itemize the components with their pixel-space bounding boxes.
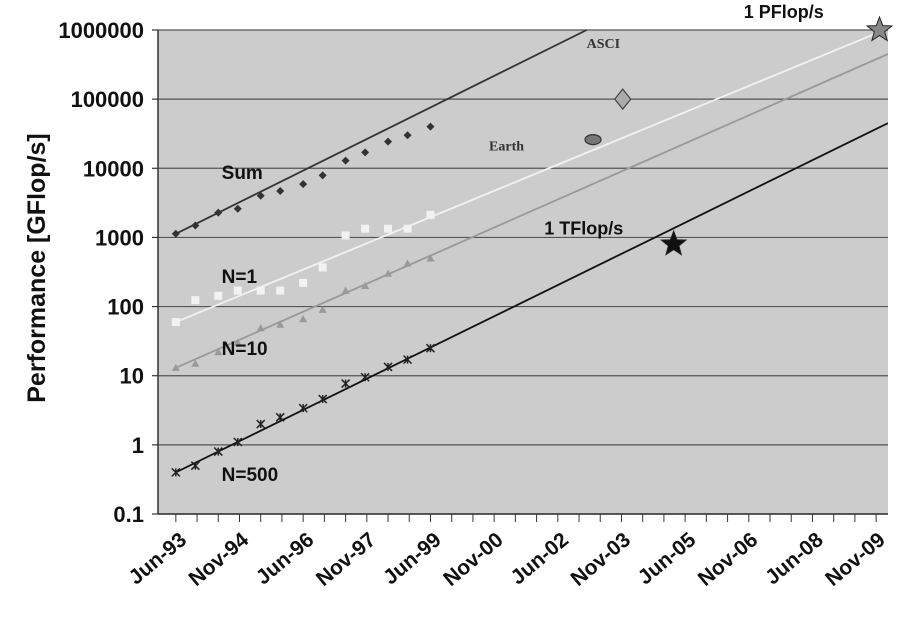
- data-point-n-500: [275, 412, 285, 422]
- data-point-sum: [384, 137, 393, 146]
- x-tick-label: Jun-05: [634, 528, 701, 589]
- data-point-n-500: [171, 467, 181, 477]
- trend-line-n-1: [175, 27, 888, 323]
- data-point-n-10: [341, 286, 350, 294]
- data-point-sum: [191, 221, 200, 230]
- data-point-n-1: [384, 224, 393, 233]
- x-tick-label: Nov-00: [439, 528, 507, 591]
- x-tick-label: Nov-06: [694, 528, 762, 591]
- data-point-n-500: [425, 343, 436, 353]
- data-point-n-10: [276, 320, 285, 328]
- annotation-earth: Earth: [489, 140, 524, 155]
- series-labels: Sum N=1 N=10 N=500: [222, 163, 279, 486]
- y-tick-label: 0.1: [113, 502, 144, 527]
- y-tick-label: 100: [107, 295, 144, 320]
- data-point-n-500: [383, 362, 393, 372]
- x-tick-label: Nov-09: [821, 528, 889, 591]
- data-point-n-10: [191, 359, 200, 367]
- trend-line-n-10: [175, 53, 888, 369]
- y-tick-label: 1000: [95, 225, 144, 250]
- data-point-n-1: [233, 286, 242, 295]
- data-point-n-1: [276, 286, 285, 295]
- data-point-sum: [171, 229, 180, 238]
- data-point-n-10: [426, 254, 435, 262]
- series-label-n-10: N=10: [222, 339, 268, 360]
- data-points: [171, 122, 436, 477]
- marker-asci: [613, 88, 632, 111]
- data-point-n-500: [233, 437, 243, 447]
- data-point-sum: [426, 122, 435, 131]
- series-label-sum: Sum: [222, 163, 263, 184]
- data-point-n-10: [214, 348, 223, 356]
- annotation-1-pflop-s: 1 PFlop/s: [744, 2, 824, 22]
- data-point-n-1: [299, 278, 308, 287]
- x-tick-labels: Jun-93Nov-94Jun-96Nov-97Jun-99Nov-00Jun-…: [124, 528, 889, 591]
- trend-lines: [175, 27, 888, 474]
- x-tick-label: Nov-94: [185, 528, 254, 591]
- data-point-n-1: [361, 224, 370, 233]
- series-label-n-1: N=1: [222, 267, 258, 288]
- data-point-sum: [403, 131, 412, 140]
- x-tick-label: Nov-03: [567, 528, 635, 591]
- data-point-n-10: [233, 338, 242, 346]
- data-point-n-500: [213, 447, 223, 457]
- annotations: ASCI Earth 1 TFlop/s 1 PFlop/s: [489, 2, 894, 256]
- data-point-sum: [214, 208, 223, 217]
- x-tick-label: Jun-08: [761, 528, 828, 589]
- data-point-n-1: [256, 286, 265, 295]
- data-point-n-1: [191, 296, 200, 305]
- y-axis-label: Performance [GFlop/s]: [23, 133, 51, 403]
- data-point-n-10: [403, 259, 412, 267]
- data-point-n-10: [256, 323, 265, 332]
- data-point-sum: [318, 171, 327, 180]
- data-point-n-1: [341, 231, 350, 240]
- y-tick-label: 10000: [83, 156, 144, 181]
- data-point-n-500: [318, 394, 328, 404]
- data-point-sum: [256, 191, 265, 200]
- data-point-n-10: [384, 269, 393, 277]
- data-point-n-10: [361, 281, 370, 289]
- data-point-n-10: [299, 315, 308, 323]
- data-point-n-1: [318, 263, 327, 272]
- data-point-n-1: [426, 210, 435, 219]
- x-tick-label: Jun-96: [252, 528, 319, 589]
- data-point-n-500: [256, 419, 266, 429]
- trend-line-sum: [175, 29, 588, 235]
- annotation-1-tflop-s: 1 TFlop/s: [544, 219, 623, 239]
- data-point-n-500: [360, 372, 370, 382]
- data-point-n-1: [403, 224, 412, 233]
- data-point-n-1: [171, 318, 180, 327]
- data-point-sum: [341, 156, 350, 165]
- trend-line-n-500: [175, 122, 888, 474]
- plot-background: [158, 30, 888, 514]
- y-tick-labels: 1000000 100000 10000 1000 100 10 1 0.1: [58, 18, 144, 527]
- axes: [152, 29, 888, 522]
- data-point-n-500: [403, 355, 413, 365]
- series-label-n-500: N=500: [222, 465, 279, 486]
- marker-1-tflop-s: [659, 229, 688, 256]
- marker-earth: [584, 133, 602, 146]
- data-point-n-1: [214, 291, 223, 300]
- marker-1-pflop-s: [865, 15, 894, 42]
- y-tick-label: 1000000: [58, 18, 144, 43]
- y-tick-label: 1: [132, 433, 144, 458]
- data-point-sum: [276, 186, 285, 195]
- data-point-n-500: [341, 379, 351, 389]
- data-point-n-10: [318, 305, 327, 313]
- data-point-sum: [233, 204, 242, 213]
- x-tick-label: Jun-93: [124, 528, 191, 589]
- data-point-n-10: [171, 363, 180, 372]
- data-point-sum: [361, 148, 370, 157]
- y-tick-label: 100000: [71, 87, 144, 112]
- x-tick-label: Jun-99: [379, 528, 446, 589]
- plot-area: [158, 30, 888, 514]
- x-tick-label: Nov-97: [312, 528, 380, 591]
- annotation-asci: ASCI: [587, 37, 620, 52]
- data-point-n-500: [298, 403, 308, 413]
- x-tick-label: Jun-02: [506, 528, 573, 589]
- data-point-sum: [299, 180, 308, 189]
- data-point-n-500: [190, 461, 200, 471]
- y-tick-label: 10: [120, 364, 144, 389]
